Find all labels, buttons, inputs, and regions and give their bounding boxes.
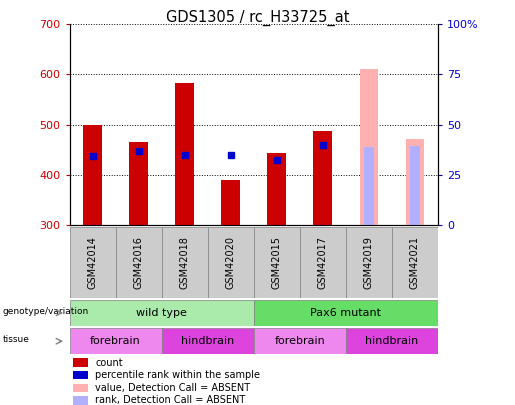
- Text: GSM42019: GSM42019: [364, 236, 374, 289]
- Bar: [300, 227, 346, 298]
- Bar: [253, 328, 346, 354]
- Text: GSM42015: GSM42015: [271, 236, 282, 289]
- Text: count: count: [95, 358, 123, 368]
- Bar: [253, 227, 300, 298]
- Text: Pax6 mutant: Pax6 mutant: [310, 308, 381, 318]
- Text: GSM42014: GSM42014: [88, 236, 97, 289]
- Bar: [359, 69, 378, 225]
- Bar: [208, 227, 253, 298]
- Bar: [346, 328, 438, 354]
- Bar: [129, 142, 148, 225]
- Text: GSM42016: GSM42016: [133, 236, 144, 289]
- Text: forebrain: forebrain: [274, 336, 325, 346]
- Text: hindbrain: hindbrain: [365, 336, 418, 346]
- Bar: [314, 130, 332, 225]
- Text: GDS1305 / rc_H33725_at: GDS1305 / rc_H33725_at: [166, 10, 349, 26]
- Text: percentile rank within the sample: percentile rank within the sample: [95, 370, 260, 380]
- Text: wild type: wild type: [136, 308, 187, 318]
- Bar: [73, 384, 88, 392]
- Bar: [221, 180, 240, 225]
- Text: genotype/variation: genotype/variation: [3, 307, 89, 316]
- Bar: [73, 371, 88, 379]
- Text: GSM42020: GSM42020: [226, 236, 236, 289]
- Bar: [70, 300, 253, 326]
- Bar: [176, 83, 194, 225]
- Text: rank, Detection Call = ABSENT: rank, Detection Call = ABSENT: [95, 395, 246, 405]
- Bar: [70, 328, 162, 354]
- Bar: [162, 227, 208, 298]
- Bar: [73, 396, 88, 405]
- Text: value, Detection Call = ABSENT: value, Detection Call = ABSENT: [95, 383, 250, 393]
- Bar: [70, 227, 115, 298]
- Text: GSM42021: GSM42021: [410, 236, 420, 289]
- Bar: [83, 125, 102, 225]
- Bar: [73, 358, 88, 367]
- Bar: [346, 227, 392, 298]
- Bar: [162, 328, 253, 354]
- Text: GSM42017: GSM42017: [318, 236, 328, 289]
- Text: GSM42018: GSM42018: [180, 236, 190, 289]
- Text: tissue: tissue: [3, 335, 30, 344]
- Bar: [115, 227, 162, 298]
- Bar: [364, 147, 374, 225]
- Bar: [392, 227, 438, 298]
- Bar: [253, 300, 438, 326]
- Bar: [267, 153, 286, 225]
- Text: hindbrain: hindbrain: [181, 336, 234, 346]
- Bar: [409, 145, 420, 225]
- Bar: [405, 139, 424, 225]
- Text: forebrain: forebrain: [90, 336, 141, 346]
